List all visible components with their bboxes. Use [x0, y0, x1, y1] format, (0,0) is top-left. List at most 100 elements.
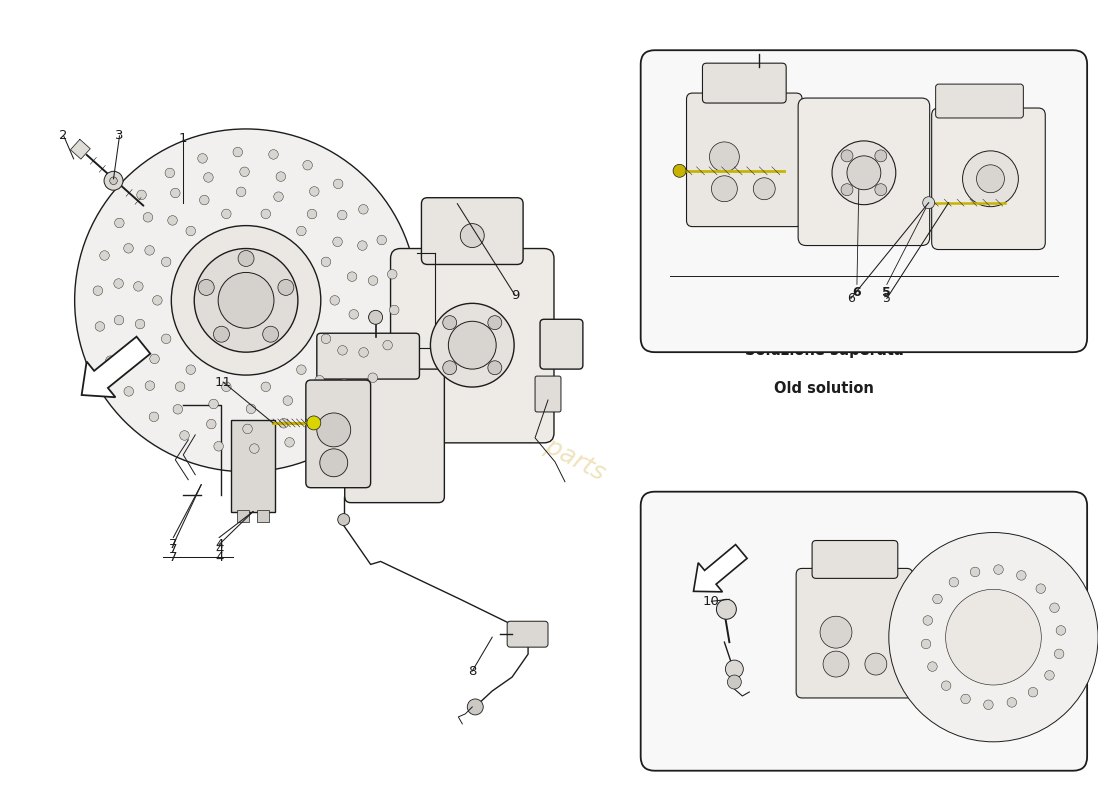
Circle shape — [847, 156, 881, 190]
Circle shape — [442, 316, 456, 330]
Circle shape — [949, 578, 959, 587]
Circle shape — [368, 310, 383, 324]
Text: 6: 6 — [852, 286, 861, 299]
Circle shape — [942, 681, 950, 690]
FancyBboxPatch shape — [686, 93, 802, 226]
Circle shape — [960, 694, 970, 704]
Circle shape — [123, 243, 133, 253]
Circle shape — [754, 178, 776, 200]
Circle shape — [383, 340, 393, 350]
Text: Old solution: Old solution — [774, 381, 875, 396]
Text: 5: 5 — [882, 286, 891, 299]
Circle shape — [110, 177, 118, 185]
Circle shape — [889, 533, 1098, 742]
Circle shape — [338, 514, 350, 526]
Circle shape — [712, 176, 737, 202]
Text: 7: 7 — [169, 551, 177, 565]
Text: 2: 2 — [59, 130, 68, 142]
Circle shape — [946, 590, 1042, 685]
FancyBboxPatch shape — [640, 50, 1087, 352]
Circle shape — [167, 216, 177, 225]
Circle shape — [279, 418, 288, 428]
Circle shape — [135, 319, 145, 329]
Circle shape — [95, 322, 104, 331]
Text: 4: 4 — [214, 538, 223, 551]
Circle shape — [983, 700, 993, 710]
Circle shape — [1045, 670, 1054, 680]
Circle shape — [874, 184, 887, 196]
Circle shape — [923, 616, 933, 626]
Circle shape — [387, 270, 397, 279]
Circle shape — [143, 213, 153, 222]
Circle shape — [198, 279, 214, 295]
Circle shape — [195, 249, 298, 352]
Circle shape — [430, 303, 514, 387]
FancyBboxPatch shape — [540, 319, 583, 369]
Circle shape — [150, 412, 158, 422]
Circle shape — [970, 567, 980, 577]
Circle shape — [170, 188, 180, 198]
FancyBboxPatch shape — [535, 376, 561, 412]
Circle shape — [233, 147, 243, 157]
Circle shape — [145, 246, 154, 255]
Circle shape — [213, 326, 230, 342]
Circle shape — [302, 161, 312, 170]
FancyBboxPatch shape — [507, 622, 548, 647]
Circle shape — [333, 179, 343, 189]
Circle shape — [449, 322, 496, 369]
Text: 1: 1 — [179, 133, 187, 146]
Circle shape — [100, 250, 109, 260]
Circle shape — [238, 250, 254, 266]
Circle shape — [377, 235, 386, 245]
Circle shape — [114, 218, 124, 228]
Circle shape — [175, 382, 185, 391]
Circle shape — [710, 142, 739, 172]
Circle shape — [179, 430, 189, 440]
FancyBboxPatch shape — [936, 84, 1023, 118]
Circle shape — [865, 653, 887, 675]
Circle shape — [923, 197, 935, 209]
Circle shape — [1049, 603, 1059, 613]
Circle shape — [842, 150, 852, 162]
Circle shape — [927, 662, 937, 671]
Circle shape — [261, 382, 271, 391]
Circle shape — [1056, 626, 1066, 635]
FancyArrow shape — [693, 545, 747, 592]
Circle shape — [309, 186, 319, 196]
Text: 10: 10 — [703, 594, 719, 608]
Circle shape — [307, 210, 317, 219]
Circle shape — [727, 675, 741, 689]
Circle shape — [321, 334, 331, 344]
Circle shape — [283, 396, 293, 406]
Circle shape — [221, 382, 231, 391]
Circle shape — [673, 164, 686, 178]
Circle shape — [318, 423, 327, 433]
Circle shape — [236, 187, 246, 197]
Circle shape — [1036, 584, 1045, 594]
Circle shape — [307, 416, 321, 430]
Circle shape — [104, 171, 123, 190]
Circle shape — [209, 399, 219, 409]
Circle shape — [297, 226, 306, 236]
Text: Soluzione superata: Soluzione superata — [745, 343, 903, 358]
Circle shape — [460, 224, 484, 247]
Text: 4: 4 — [214, 543, 223, 556]
Text: a passion for parts: a passion for parts — [392, 354, 608, 486]
Circle shape — [320, 449, 348, 477]
FancyBboxPatch shape — [317, 334, 419, 379]
Text: 9: 9 — [510, 289, 519, 302]
Circle shape — [153, 295, 162, 305]
Circle shape — [221, 209, 231, 218]
Circle shape — [821, 616, 851, 648]
Text: 4: 4 — [214, 551, 223, 565]
Circle shape — [977, 165, 1004, 193]
Circle shape — [162, 257, 170, 266]
FancyBboxPatch shape — [932, 108, 1045, 250]
Circle shape — [145, 381, 155, 390]
FancyBboxPatch shape — [796, 569, 913, 698]
Circle shape — [368, 312, 378, 322]
Circle shape — [297, 365, 306, 374]
Circle shape — [359, 348, 369, 357]
Circle shape — [106, 356, 116, 366]
Circle shape — [832, 141, 895, 205]
